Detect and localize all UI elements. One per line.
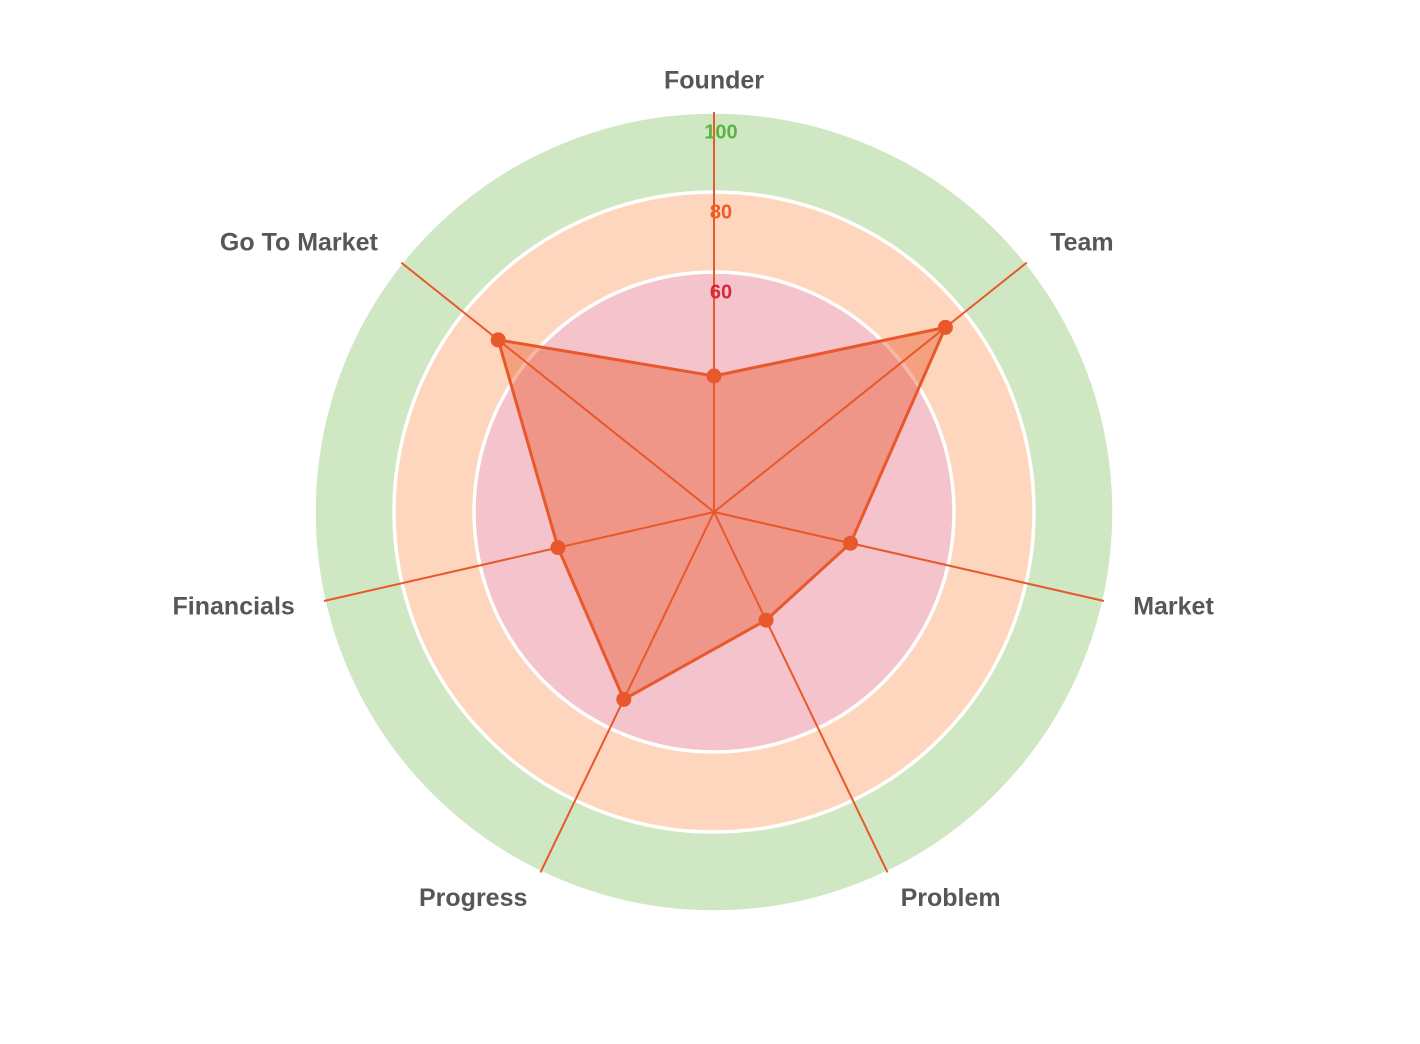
radar-polygon [496, 325, 947, 701]
data-point-financials [550, 540, 566, 556]
tick-label-100: 100 [704, 121, 737, 143]
tick-label-80: 80 [710, 201, 732, 223]
axis-label-team: Team [1050, 229, 1113, 257]
axis-line-problem [713, 511, 889, 873]
axis-label-go-to-market: Go To Market [220, 229, 379, 257]
data-point-problem [758, 612, 774, 628]
data-point-market [843, 535, 858, 551]
tick-label-60: 60 [710, 281, 732, 303]
axis-label-problem: Problem [901, 884, 1001, 912]
axis-line-team [713, 261, 1028, 513]
axis-line-market [713, 511, 1105, 602]
axis-line-go-to-market [400, 261, 715, 513]
data-point-founder [706, 368, 722, 384]
axis-label-financials: Financials [173, 592, 295, 620]
axis-label-founder: Founder [664, 67, 764, 95]
data-point-team [937, 319, 953, 335]
axis-label-progress: Progress [419, 884, 527, 912]
data-point-go-to-market [490, 332, 506, 348]
axis-line-financials [323, 511, 715, 602]
axis-label-market: Market [1133, 592, 1214, 620]
axis-line-progress [539, 511, 715, 873]
data-point-progress [616, 691, 632, 707]
